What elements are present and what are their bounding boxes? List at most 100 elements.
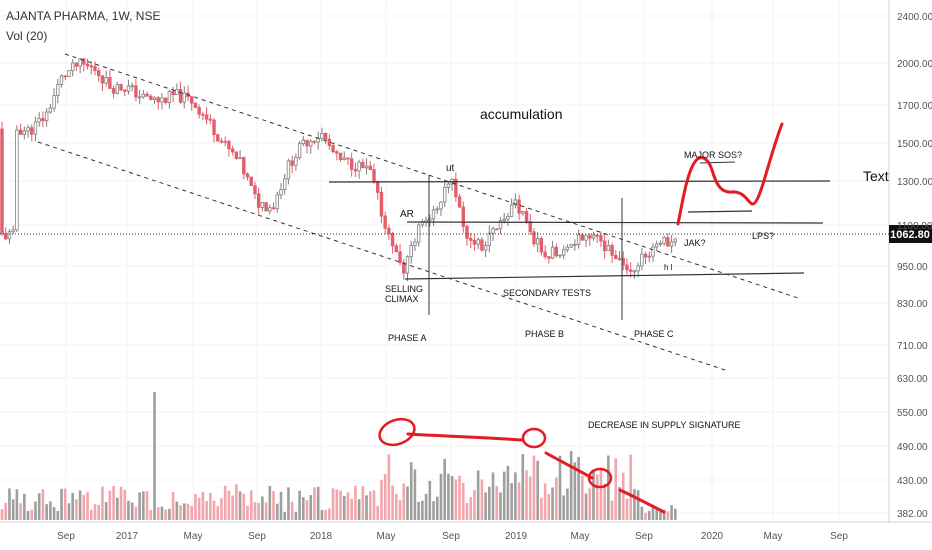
time-tick-label: May: [571, 531, 590, 542]
volume-bar: [201, 491, 205, 520]
candle-body: [442, 187, 447, 203]
candle-body: [476, 239, 480, 245]
volume-bar: [279, 491, 283, 520]
candle-body: [580, 234, 585, 241]
volume-bar: [190, 505, 194, 520]
candle-body: [126, 85, 131, 92]
volume-bar: [584, 493, 588, 520]
phase-c-label: PHASE C: [634, 329, 674, 339]
candle-body: [4, 233, 8, 240]
candle-body: [420, 221, 425, 226]
volume-bar: [454, 479, 458, 520]
volume-bar: [439, 473, 443, 520]
volume-bar: [231, 495, 234, 520]
price-tick-label: 382.00: [897, 509, 928, 520]
spring-mark-label: h l: [664, 263, 673, 272]
volume-bar: [67, 503, 71, 520]
candle-body: [647, 255, 651, 258]
volume-bar: [123, 489, 127, 520]
candle-body: [651, 246, 655, 257]
candle-body: [398, 251, 402, 264]
candle-body: [67, 70, 71, 77]
volume-bar: [82, 494, 86, 520]
ut-label: ut: [446, 163, 455, 174]
volume-bar: [350, 498, 353, 520]
volume-bar: [659, 508, 662, 520]
volume-bar: [476, 470, 480, 520]
candle-body: [294, 156, 298, 166]
candle-body: [227, 141, 231, 150]
volume-bar: [49, 501, 52, 520]
candle-body: [495, 228, 499, 231]
candle-body: [506, 215, 510, 220]
volume-bar: [629, 454, 632, 520]
volume-bar: [294, 511, 298, 520]
candle-body: [364, 165, 369, 169]
volume-bar: [506, 465, 510, 520]
volume-bar: [547, 494, 551, 520]
volume-bar: [305, 500, 309, 520]
candle-body: [338, 152, 343, 160]
candle-body: [346, 157, 350, 160]
volume-bar: [424, 493, 428, 520]
volume-bar: [145, 490, 149, 520]
volume-bar: [249, 490, 253, 520]
volume-bar: [119, 486, 123, 520]
volume-bar: [4, 502, 8, 520]
volume-bar: [655, 508, 659, 520]
candle-body: [595, 234, 599, 237]
volume-bar: [387, 454, 391, 520]
candle-body: [658, 242, 663, 245]
resistance-line-upper: [328, 180, 831, 183]
volume-bar: [75, 499, 78, 520]
candle-body: [376, 180, 380, 193]
volume-bar: [138, 492, 141, 520]
price-axis[interactable]: 2400.00 2000.00 1700.00 1500.00 1300.00 1100.…: [897, 12, 932, 520]
volume-bar: [443, 458, 446, 520]
candle-body: [290, 160, 294, 166]
candle-body: [100, 75, 105, 84]
candle-body: [517, 199, 521, 214]
volume-bar: [320, 509, 324, 520]
candle-body: [70, 62, 75, 72]
candle-body: [480, 239, 484, 251]
volume-bar: [168, 508, 171, 520]
volume-bar: [540, 497, 543, 520]
candle-body: [197, 107, 201, 115]
candle-body: [331, 145, 335, 153]
volume-bar: [413, 469, 417, 520]
candle-body: [212, 119, 216, 136]
candle-body: [524, 211, 529, 223]
volume-bar: [52, 507, 56, 520]
candle-body: [56, 84, 60, 96]
volume-bar: [595, 474, 599, 520]
candle-body: [242, 157, 246, 175]
volume-bar: [432, 501, 435, 520]
volume-bar: [290, 501, 294, 520]
volume-bar: [543, 483, 547, 520]
candle-body: [22, 130, 27, 135]
volume-bar: [461, 482, 465, 520]
candle-body: [190, 96, 194, 104]
time-axis[interactable]: Sep 2017 May Sep 2018 May Sep 2019 May Sep 2020 May…: [57, 531, 848, 542]
volume-bar: [227, 490, 231, 520]
volume-bar: [223, 485, 227, 520]
volume-bar: [19, 503, 22, 520]
candle-body: [405, 256, 410, 274]
volume-bar: [175, 501, 179, 520]
candle-body: [85, 63, 90, 67]
volume-bar: [406, 486, 409, 520]
supply-signature-label: DECREASE IN SUPPLY SIGNATURE: [588, 420, 741, 430]
candle-body: [591, 234, 596, 239]
volume-bar: [644, 512, 647, 520]
candle-body: [655, 243, 659, 248]
volume-bar: [197, 497, 201, 520]
candle-body: [11, 229, 15, 233]
ar-label: AR: [400, 209, 414, 220]
volume-bar: [257, 503, 260, 520]
volume-bar: [447, 473, 450, 520]
candle-body: [82, 58, 86, 65]
candle-body: [41, 118, 45, 122]
support-line: [404, 272, 805, 280]
